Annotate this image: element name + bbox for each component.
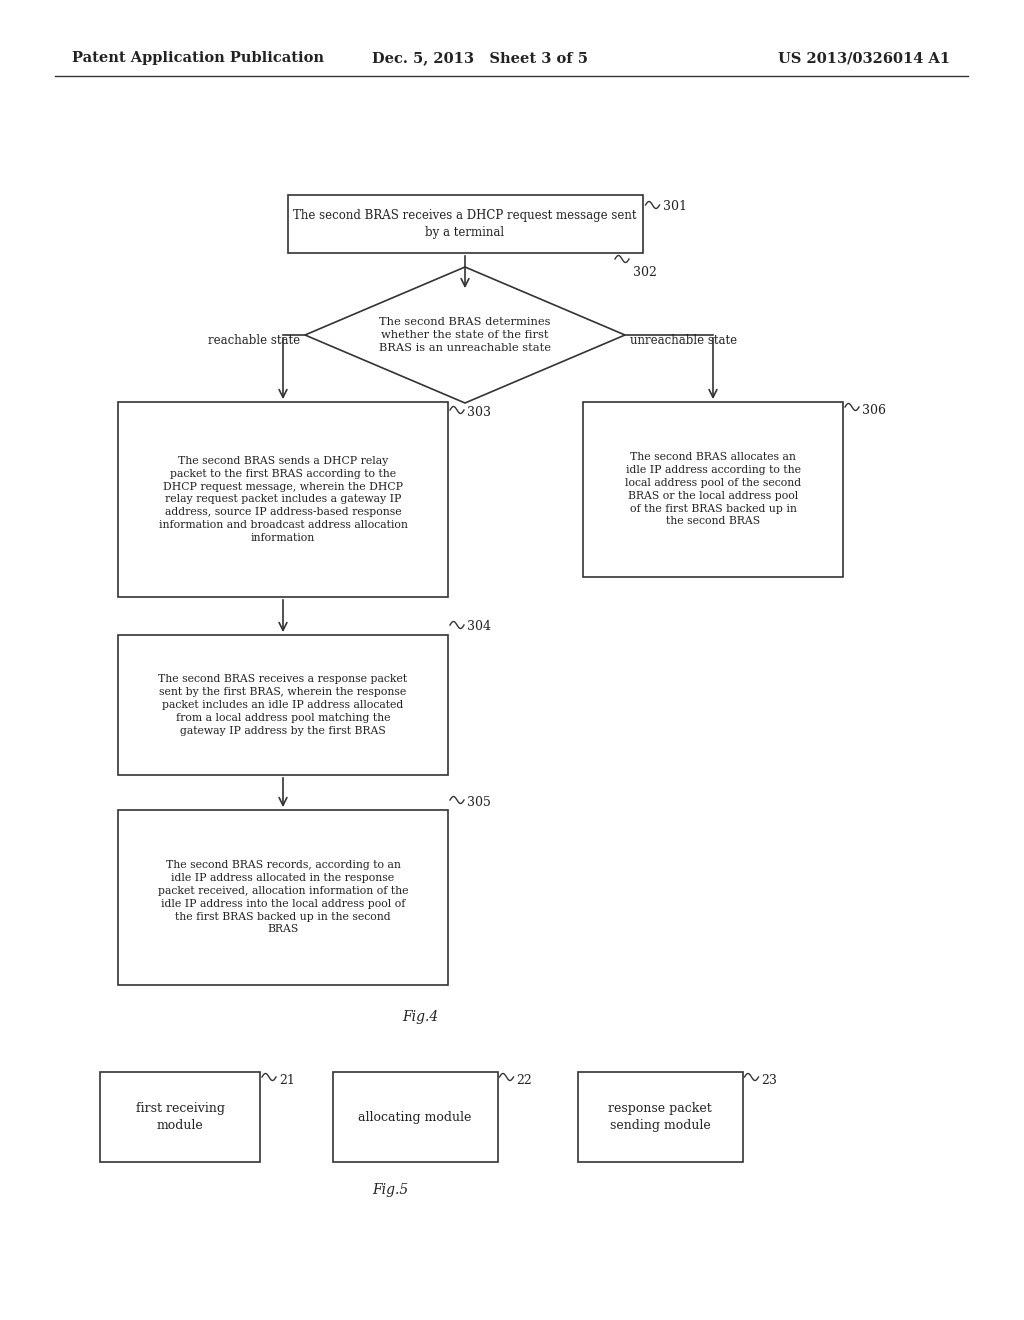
Text: reachable state: reachable state xyxy=(208,334,300,346)
Text: Fig.4: Fig.4 xyxy=(401,1010,438,1024)
Bar xyxy=(118,635,449,775)
Text: Fig.5: Fig.5 xyxy=(372,1183,409,1197)
Text: 305: 305 xyxy=(467,796,490,808)
Text: Patent Application Publication: Patent Application Publication xyxy=(72,51,324,65)
Text: 303: 303 xyxy=(467,405,490,418)
Text: 22: 22 xyxy=(516,1073,532,1086)
Text: The second BRAS allocates an
idle IP address according to the
local address pool: The second BRAS allocates an idle IP add… xyxy=(625,453,801,527)
Text: 23: 23 xyxy=(762,1073,777,1086)
Text: Dec. 5, 2013   Sheet 3 of 5: Dec. 5, 2013 Sheet 3 of 5 xyxy=(372,51,588,65)
Text: 302: 302 xyxy=(633,265,656,279)
Bar xyxy=(100,1072,260,1162)
Bar xyxy=(578,1072,742,1162)
Text: The second BRAS sends a DHCP relay
packet to the first BRAS according to the
DHC: The second BRAS sends a DHCP relay packe… xyxy=(159,457,408,543)
Bar xyxy=(118,403,449,597)
Text: response packet
sending module: response packet sending module xyxy=(608,1102,712,1133)
Text: The second BRAS determines
whether the state of the first
BRAS is an unreachable: The second BRAS determines whether the s… xyxy=(379,317,551,354)
Text: unreachable state: unreachable state xyxy=(630,334,737,346)
Bar xyxy=(288,195,642,253)
Text: 304: 304 xyxy=(467,620,490,634)
Text: The second BRAS receives a DHCP request message sent
by a terminal: The second BRAS receives a DHCP request … xyxy=(293,209,637,239)
Bar xyxy=(118,810,449,985)
Text: 301: 301 xyxy=(663,201,686,214)
Bar xyxy=(583,403,843,577)
Text: The second BRAS receives a response packet
sent by the first BRAS, wherein the r: The second BRAS receives a response pack… xyxy=(159,675,408,735)
Text: US 2013/0326014 A1: US 2013/0326014 A1 xyxy=(778,51,950,65)
Text: first receiving
module: first receiving module xyxy=(135,1102,224,1133)
Text: The second BRAS records, according to an
idle IP address allocated in the respon: The second BRAS records, according to an… xyxy=(158,861,409,935)
Text: allocating module: allocating module xyxy=(358,1110,472,1123)
Polygon shape xyxy=(305,267,625,403)
Bar xyxy=(333,1072,498,1162)
Text: 306: 306 xyxy=(862,404,886,417)
Text: 21: 21 xyxy=(279,1073,295,1086)
